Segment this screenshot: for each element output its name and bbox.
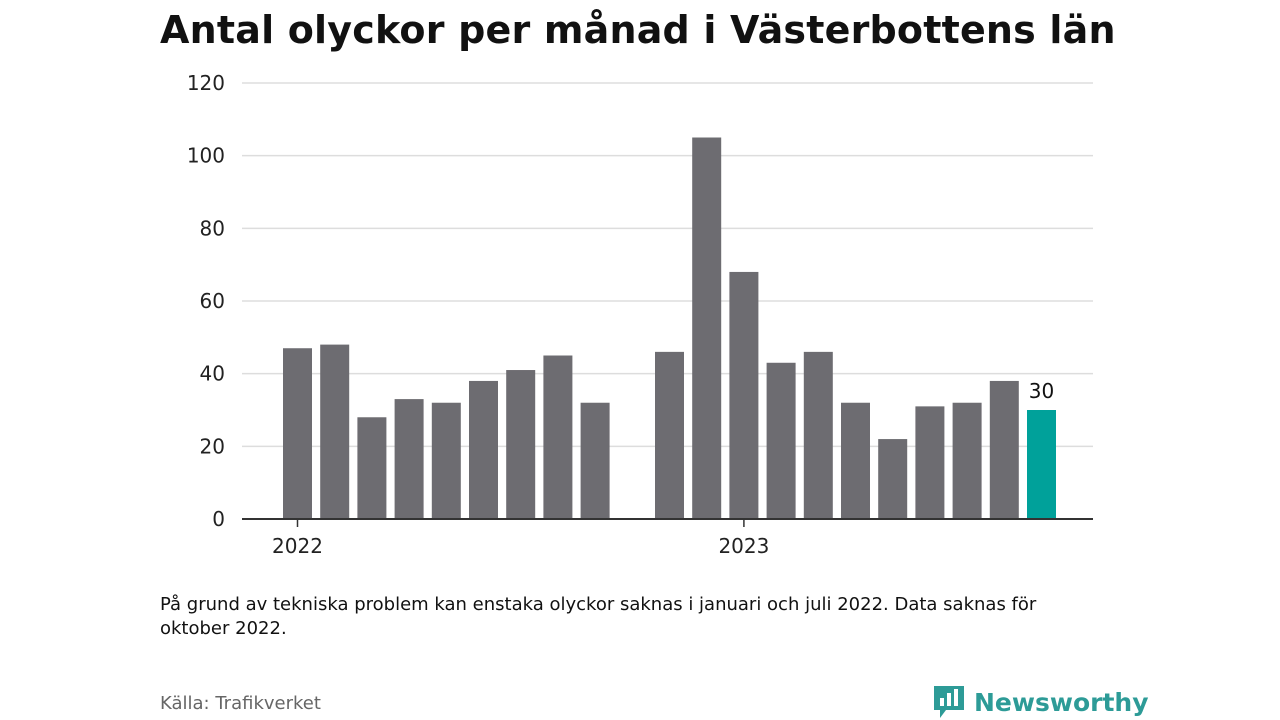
bar [915, 406, 945, 519]
y-tick-label: 40 [200, 362, 225, 386]
y-tick-label: 120 [187, 71, 225, 95]
bar [878, 439, 908, 519]
y-tick-label: 100 [187, 144, 225, 168]
y-tick-label: 60 [200, 289, 225, 313]
y-axis-ticks: 0 20 40 60 80 100 120 [187, 71, 225, 531]
y-tick-label: 80 [200, 216, 225, 240]
bar [729, 271, 759, 519]
bar [580, 402, 610, 519]
newsworthy-logo[interactable]: Newsworthy [932, 684, 1149, 720]
logo-text: Newsworthy [974, 687, 1149, 717]
bar [469, 380, 498, 519]
data-label: 30 [1029, 379, 1054, 403]
bar [357, 417, 387, 519]
bar [766, 362, 796, 519]
bar [283, 348, 312, 519]
y-tick-label: 20 [200, 434, 225, 458]
bar [320, 344, 350, 519]
bar [543, 355, 573, 519]
source-text: Källa: Trafikverket [160, 693, 321, 714]
x-tick-label: 2022 [272, 534, 323, 558]
bar [692, 137, 722, 519]
chart-title: Antal olyckor per månad i Västerbottens … [160, 8, 1116, 52]
bar-chart: 0 20 40 60 80 100 120 2022 2023 30 [187, 71, 1093, 558]
bar [841, 402, 870, 519]
newsworthy-logo-icon [934, 686, 964, 718]
bar [394, 399, 424, 519]
bar [989, 380, 1019, 519]
data-labels: 30 [1029, 379, 1054, 403]
x-axis-ticks: 2022 2023 [272, 519, 769, 558]
bar [952, 402, 982, 519]
bar [655, 351, 684, 519]
bars [283, 137, 1056, 519]
y-tick-label: 0 [212, 507, 225, 531]
bar [803, 351, 833, 519]
x-tick-label: 2023 [718, 534, 769, 558]
footnote: På grund av tekniska problem kan enstaka… [160, 594, 1037, 639]
bar [1027, 410, 1056, 519]
bar [506, 370, 536, 519]
bar [431, 402, 461, 519]
